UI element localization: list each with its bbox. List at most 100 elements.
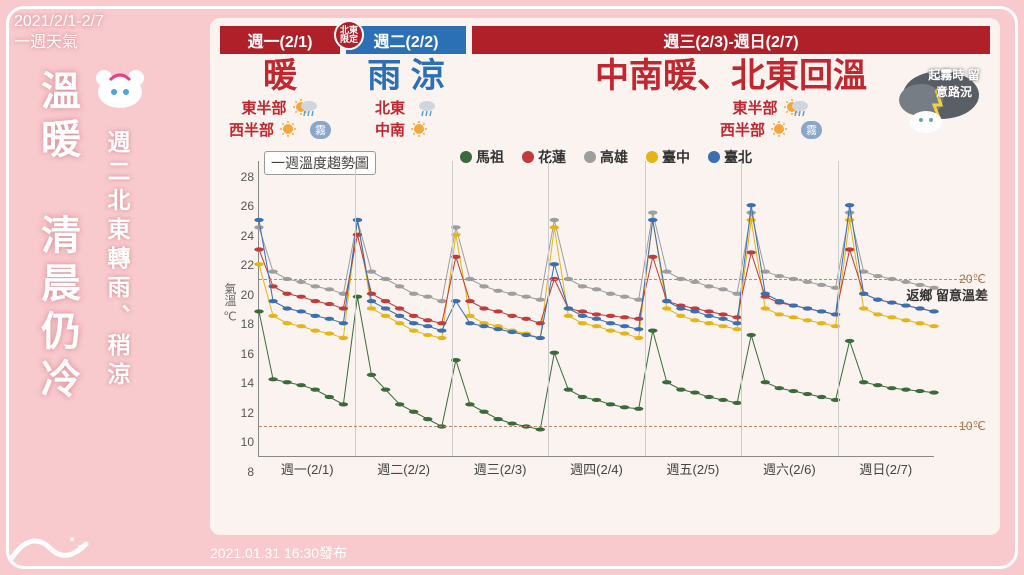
- series-marker: [915, 321, 924, 325]
- series-marker: [817, 309, 826, 313]
- series-marker: [550, 225, 559, 229]
- series-marker: [311, 299, 320, 303]
- series-marker: [395, 284, 404, 288]
- series-marker: [395, 321, 404, 325]
- series-marker: [521, 317, 530, 321]
- series-marker: [620, 324, 629, 328]
- region-label: 北東: [375, 97, 405, 118]
- series-marker: [437, 336, 446, 340]
- series-marker: [254, 309, 263, 313]
- series-marker: [690, 318, 699, 322]
- series-marker: [634, 336, 643, 340]
- series-marker: [296, 309, 305, 313]
- x-tick: 週一(2/1): [281, 459, 334, 478]
- grid-line: [645, 161, 646, 456]
- series-marker: [493, 289, 502, 293]
- series-marker: [325, 317, 334, 321]
- chart-area: 一週溫度趨勢圖 馬祖花蓮高雄臺中臺北 氣溫 ℃ 8101214161820222…: [220, 145, 990, 485]
- series-marker: [831, 324, 840, 328]
- series-marker: [296, 294, 305, 298]
- weather-row: 東半部: [220, 97, 340, 119]
- series-marker: [367, 269, 376, 273]
- series-marker: [620, 294, 629, 298]
- series-marker: [929, 324, 938, 328]
- series-marker: [690, 309, 699, 313]
- region-label: 西半部: [720, 119, 765, 140]
- series-marker: [437, 328, 446, 332]
- grid-line: [838, 161, 839, 456]
- series-marker: [592, 317, 601, 321]
- summary-2-icons: 北東中南: [346, 97, 466, 141]
- fog-badge: 霧: [801, 121, 822, 139]
- sun-rain-icon: [291, 97, 319, 119]
- series-marker: [325, 302, 334, 306]
- series-marker: [479, 284, 488, 288]
- series-marker: [901, 387, 910, 391]
- series-marker: [634, 407, 643, 411]
- series-marker: [325, 287, 334, 291]
- sun-icon: [278, 119, 306, 141]
- series-marker: [845, 210, 854, 214]
- series-marker: [409, 314, 418, 318]
- series-marker: [507, 330, 516, 334]
- series-marker: [493, 309, 502, 313]
- summary-2-headline: 雨 涼: [346, 56, 466, 97]
- y-tick: 24: [241, 229, 254, 243]
- series-marker: [606, 321, 615, 325]
- series-marker: [704, 284, 713, 288]
- series-marker: [648, 210, 657, 214]
- series-marker: [381, 387, 390, 391]
- y-tick: 18: [241, 317, 254, 331]
- series-marker: [254, 225, 263, 229]
- series-marker: [690, 280, 699, 284]
- series-marker: [746, 203, 755, 207]
- series-marker: [606, 291, 615, 295]
- period-header-row: 週一(2/1) 週二(2/2) 北東限定 週三(2/3)-週日(2/7): [220, 26, 990, 54]
- series-marker: [915, 306, 924, 310]
- ref-line: [259, 426, 982, 427]
- series-marker: [662, 269, 671, 273]
- series-marker: [296, 280, 305, 284]
- series-marker: [381, 299, 390, 303]
- period-tab-2: 週二(2/2) 北東限定: [346, 26, 466, 54]
- series-marker: [282, 306, 291, 310]
- grid-line: [452, 161, 453, 456]
- series-marker: [634, 327, 643, 331]
- ref-label: 20℃: [959, 272, 986, 286]
- grid-line: [548, 161, 549, 456]
- series-marker: [592, 312, 601, 316]
- series-marker: [817, 321, 826, 325]
- rain-icon: [409, 97, 437, 119]
- summary-1-headline: 暖: [220, 56, 340, 97]
- series-marker: [395, 314, 404, 318]
- series-marker: [704, 395, 713, 399]
- summary-col-1: 暖 東半部西半部霧: [220, 56, 340, 141]
- series-marker: [268, 314, 277, 318]
- series-marker: [901, 280, 910, 284]
- x-tick: 週四(2/4): [570, 459, 623, 478]
- series-marker: [817, 283, 826, 287]
- series-marker: [353, 294, 362, 298]
- series-marker: [775, 386, 784, 390]
- content-panel: 週一(2/1) 週二(2/2) 北東限定 週三(2/3)-週日(2/7) 暖 東…: [210, 18, 1000, 535]
- series-marker: [746, 218, 755, 222]
- series-marker: [746, 250, 755, 254]
- sun-icon: [409, 119, 437, 141]
- weather-row: 東半部: [720, 97, 822, 119]
- x-tick: 週六(2/6): [763, 459, 816, 478]
- series-marker: [859, 380, 868, 384]
- series-marker: [521, 294, 530, 298]
- series-marker: [437, 299, 446, 303]
- series-marker: [761, 306, 770, 310]
- series-marker: [915, 389, 924, 393]
- storm-note: 起霧時 留意路況: [924, 66, 984, 100]
- series-marker: [564, 314, 573, 318]
- series-marker: [367, 299, 376, 303]
- limited-badge: 北東限定: [334, 20, 364, 50]
- weather-row: 西半部 霧: [720, 119, 822, 141]
- series-marker: [325, 331, 334, 335]
- series-marker: [381, 306, 390, 310]
- x-tick: 週三(2/3): [474, 459, 527, 478]
- series-marker: [761, 380, 770, 384]
- summary-1-icons: 東半部西半部霧: [220, 97, 340, 141]
